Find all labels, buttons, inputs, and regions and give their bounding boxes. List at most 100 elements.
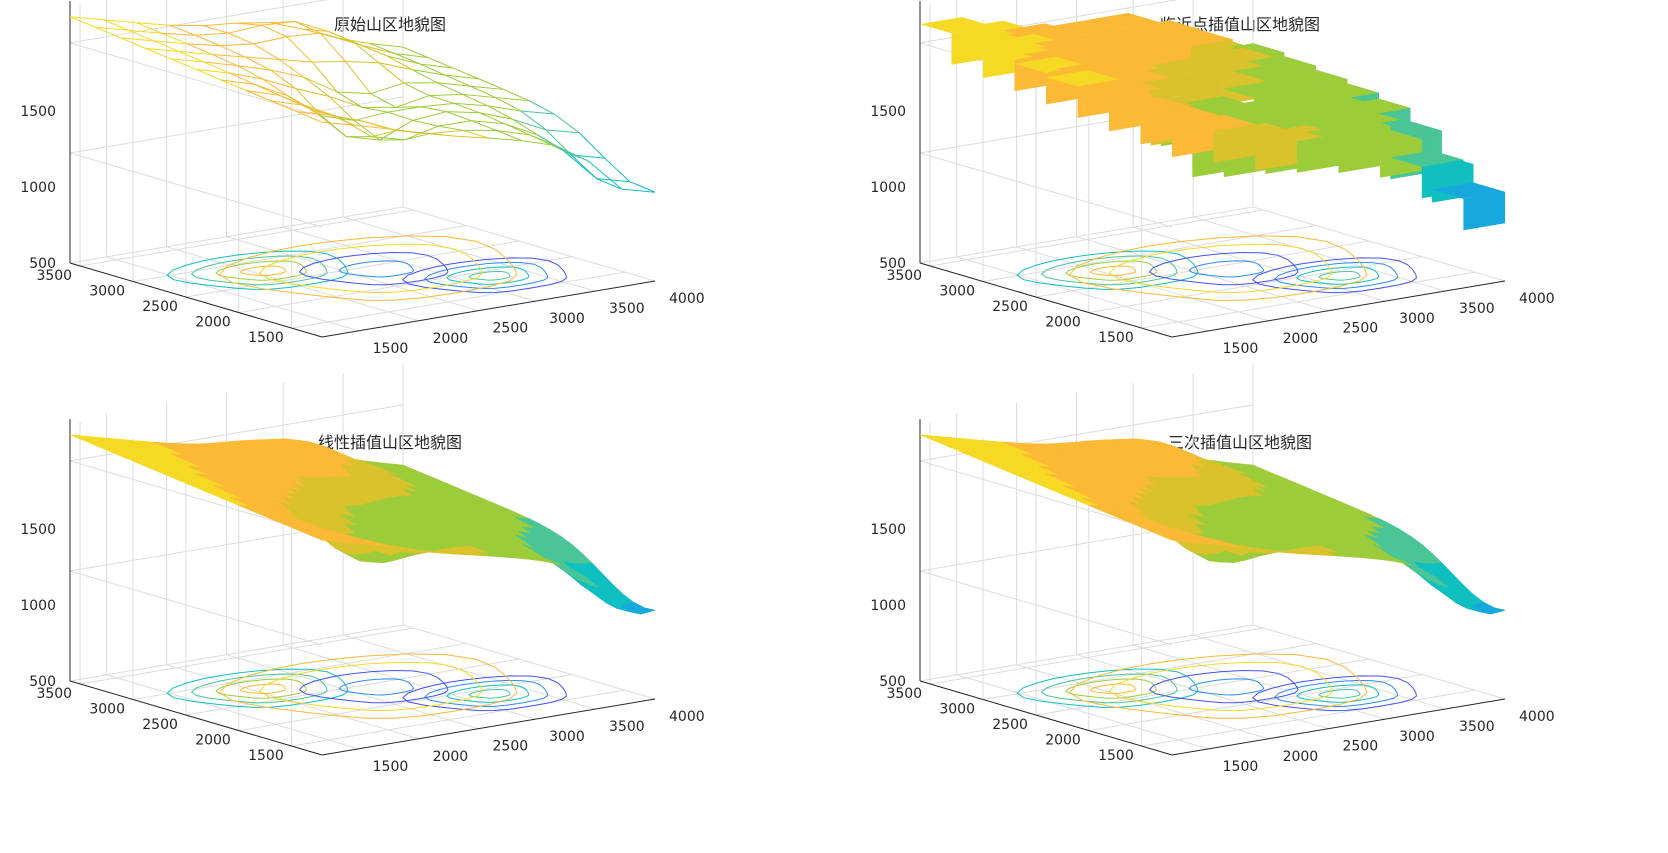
- mesh-segment: [204, 61, 238, 67]
- mesh-segment: [303, 76, 338, 93]
- mesh-segment: [261, 20, 296, 26]
- mesh-segment: [371, 130, 397, 138]
- mesh-segment: [295, 88, 330, 97]
- mesh-segment: [169, 24, 196, 36]
- x-axis-line: [1171, 280, 1506, 338]
- mesh-segment: [479, 112, 505, 125]
- axes-box: [69, 0, 656, 338]
- mesh-segment: [503, 88, 530, 102]
- mesh-segment: [495, 97, 530, 102]
- contour-line: [1274, 679, 1399, 708]
- mesh-segment: [220, 45, 246, 58]
- grid-line: [1035, 658, 1370, 716]
- contour-line: [446, 684, 530, 703]
- mesh-segment: [337, 91, 363, 108]
- mesh-segment: [337, 116, 372, 138]
- mesh-segment: [378, 62, 413, 71]
- mesh-segment: [136, 22, 162, 34]
- y-tick-label: 1500: [1098, 748, 1134, 764]
- grid-line: [982, 225, 1317, 282]
- mesh-segment: [286, 36, 313, 63]
- y-axis-line: [69, 262, 323, 338]
- y-tick-label: 2000: [1045, 733, 1081, 749]
- x-tick-label: 3500: [609, 719, 645, 735]
- mesh-segment: [345, 60, 379, 64]
- contour-base: [166, 235, 567, 301]
- block-front: [1463, 191, 1505, 231]
- y-tick-label: 3500: [36, 268, 72, 284]
- mesh-segment: [220, 43, 254, 47]
- mesh-segment: [329, 114, 356, 126]
- contour-line: [1188, 678, 1265, 696]
- contour-base: [1016, 653, 1417, 719]
- grid-line: [1252, 624, 1506, 700]
- mesh-segment: [286, 32, 321, 38]
- mesh-segment: [95, 26, 121, 39]
- mesh-segment: [161, 32, 196, 36]
- mesh-segment: [229, 72, 263, 80]
- mesh-segment: [278, 58, 313, 63]
- contour-line: [219, 235, 518, 301]
- mesh-segment: [588, 160, 623, 190]
- y-tick-label: 2500: [142, 717, 178, 733]
- block-top: [1118, 22, 1192, 39]
- block-front: [1296, 134, 1339, 173]
- mesh-segment: [303, 76, 330, 97]
- x-tick-label: 1500: [373, 759, 409, 775]
- mesh-segment: [453, 67, 479, 80]
- mesh-segment: [312, 60, 346, 63]
- mesh-segment: [328, 96, 355, 121]
- contour-line: [1065, 678, 1157, 699]
- mesh-segment: [153, 40, 188, 45]
- mesh-segment: [428, 57, 454, 69]
- mesh-segment: [329, 95, 363, 108]
- z-tick-label: 1000: [870, 598, 906, 614]
- mesh-segment: [221, 79, 247, 92]
- mesh-segment: [563, 150, 589, 162]
- mesh-segment: [445, 74, 479, 80]
- grid-line: [185, 240, 520, 298]
- mesh-segment: [69, 16, 96, 28]
- mesh-segment: [253, 36, 288, 45]
- block-top: [1337, 98, 1411, 115]
- mesh-segment: [429, 93, 463, 97]
- mesh-segment: [429, 133, 456, 137]
- x-tick-label: 2500: [493, 321, 529, 337]
- surface-mesh: [69, 16, 656, 193]
- mesh-segment: [471, 120, 505, 125]
- contour-line: [1069, 235, 1368, 301]
- mesh-segment: [394, 52, 429, 59]
- grid-line: [79, 627, 414, 685]
- tick-labels: 1500 2000 2500 3000 3500 4000 1500 2000 2500 3000…: [870, 522, 1554, 775]
- x-tick-label: 2500: [1343, 321, 1379, 337]
- mesh-segment: [120, 37, 146, 49]
- grid-line: [1035, 240, 1370, 298]
- grid-line: [69, 96, 404, 154]
- y-tick-label: 3500: [886, 686, 922, 702]
- mesh-segment: [369, 43, 396, 54]
- mesh-segment: [596, 178, 622, 190]
- contour-line: [1274, 261, 1399, 290]
- chart-title: 线性插值山区地貌图: [318, 433, 462, 452]
- tick-labels: 1500 2000 2500 3000 3500 4000 1500 2000 2500 3000…: [870, 104, 1554, 357]
- mesh-segment: [262, 78, 289, 97]
- grid-line: [226, 236, 479, 312]
- mesh-segment: [504, 123, 531, 136]
- tick-labels: 1500 2000 2500 3000 3500 4000 1500 2000 2500 3000…: [20, 522, 704, 775]
- z-tick-label: 1000: [870, 180, 906, 196]
- mesh-segment: [362, 107, 388, 113]
- contour-line: [1148, 251, 1299, 286]
- y-axis-line: [919, 680, 1173, 756]
- mesh-segment: [512, 118, 539, 136]
- block-top: [1254, 92, 1328, 110]
- x-tick-label: 2000: [433, 331, 469, 347]
- mesh-segment: [203, 25, 229, 34]
- contour-line: [215, 260, 307, 281]
- contour-line: [1188, 260, 1265, 278]
- grid-line: [69, 206, 404, 264]
- mesh-segment: [294, 21, 329, 32]
- y-tick-label: 3000: [939, 702, 975, 718]
- mesh-segment: [128, 29, 154, 42]
- mesh-segment: [471, 120, 497, 131]
- z-tick-label: 1500: [870, 104, 906, 120]
